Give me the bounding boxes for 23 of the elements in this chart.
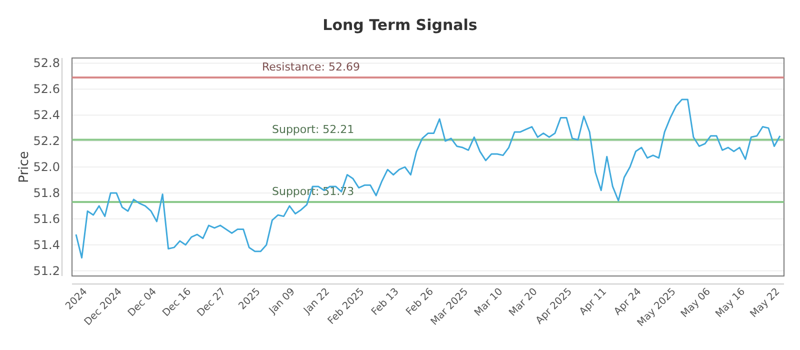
x-tick-label: Dec 27 <box>195 286 228 320</box>
y-tick-label: 51.6 <box>33 212 60 226</box>
x-tick-label: Apr 11 <box>578 286 610 318</box>
y-tick-label: 52.6 <box>33 82 60 96</box>
y-tick-label: 51.8 <box>33 186 60 200</box>
y-tick-label: 52.2 <box>33 134 60 148</box>
x-tick-label: Apr 24 <box>612 286 644 318</box>
y-tick-label: 51.4 <box>33 238 60 252</box>
chart-title: Long Term Signals <box>322 16 478 34</box>
ref-line-label: Support: 52.21 <box>272 122 354 136</box>
x-tick-label: Jan 22 <box>301 286 332 317</box>
x-tick-label: Feb 13 <box>370 286 402 318</box>
y-tick-label: 51.2 <box>33 264 60 278</box>
line-series <box>75 98 781 259</box>
x-tick-label: Jan 09 <box>266 286 298 317</box>
x-tick-label: Dec 04 <box>126 286 159 320</box>
y-tick-label: 52.4 <box>33 108 60 122</box>
y-tick-label: 52.8 <box>33 56 60 70</box>
x-tick-label: Mar 10 <box>472 286 506 319</box>
y-tick-label: 52.0 <box>33 160 60 174</box>
x-tick-label: Dec 16 <box>160 286 194 320</box>
ref-line-label: Resistance: 52.69 <box>262 60 360 74</box>
y-axis-title: Price <box>17 151 32 183</box>
